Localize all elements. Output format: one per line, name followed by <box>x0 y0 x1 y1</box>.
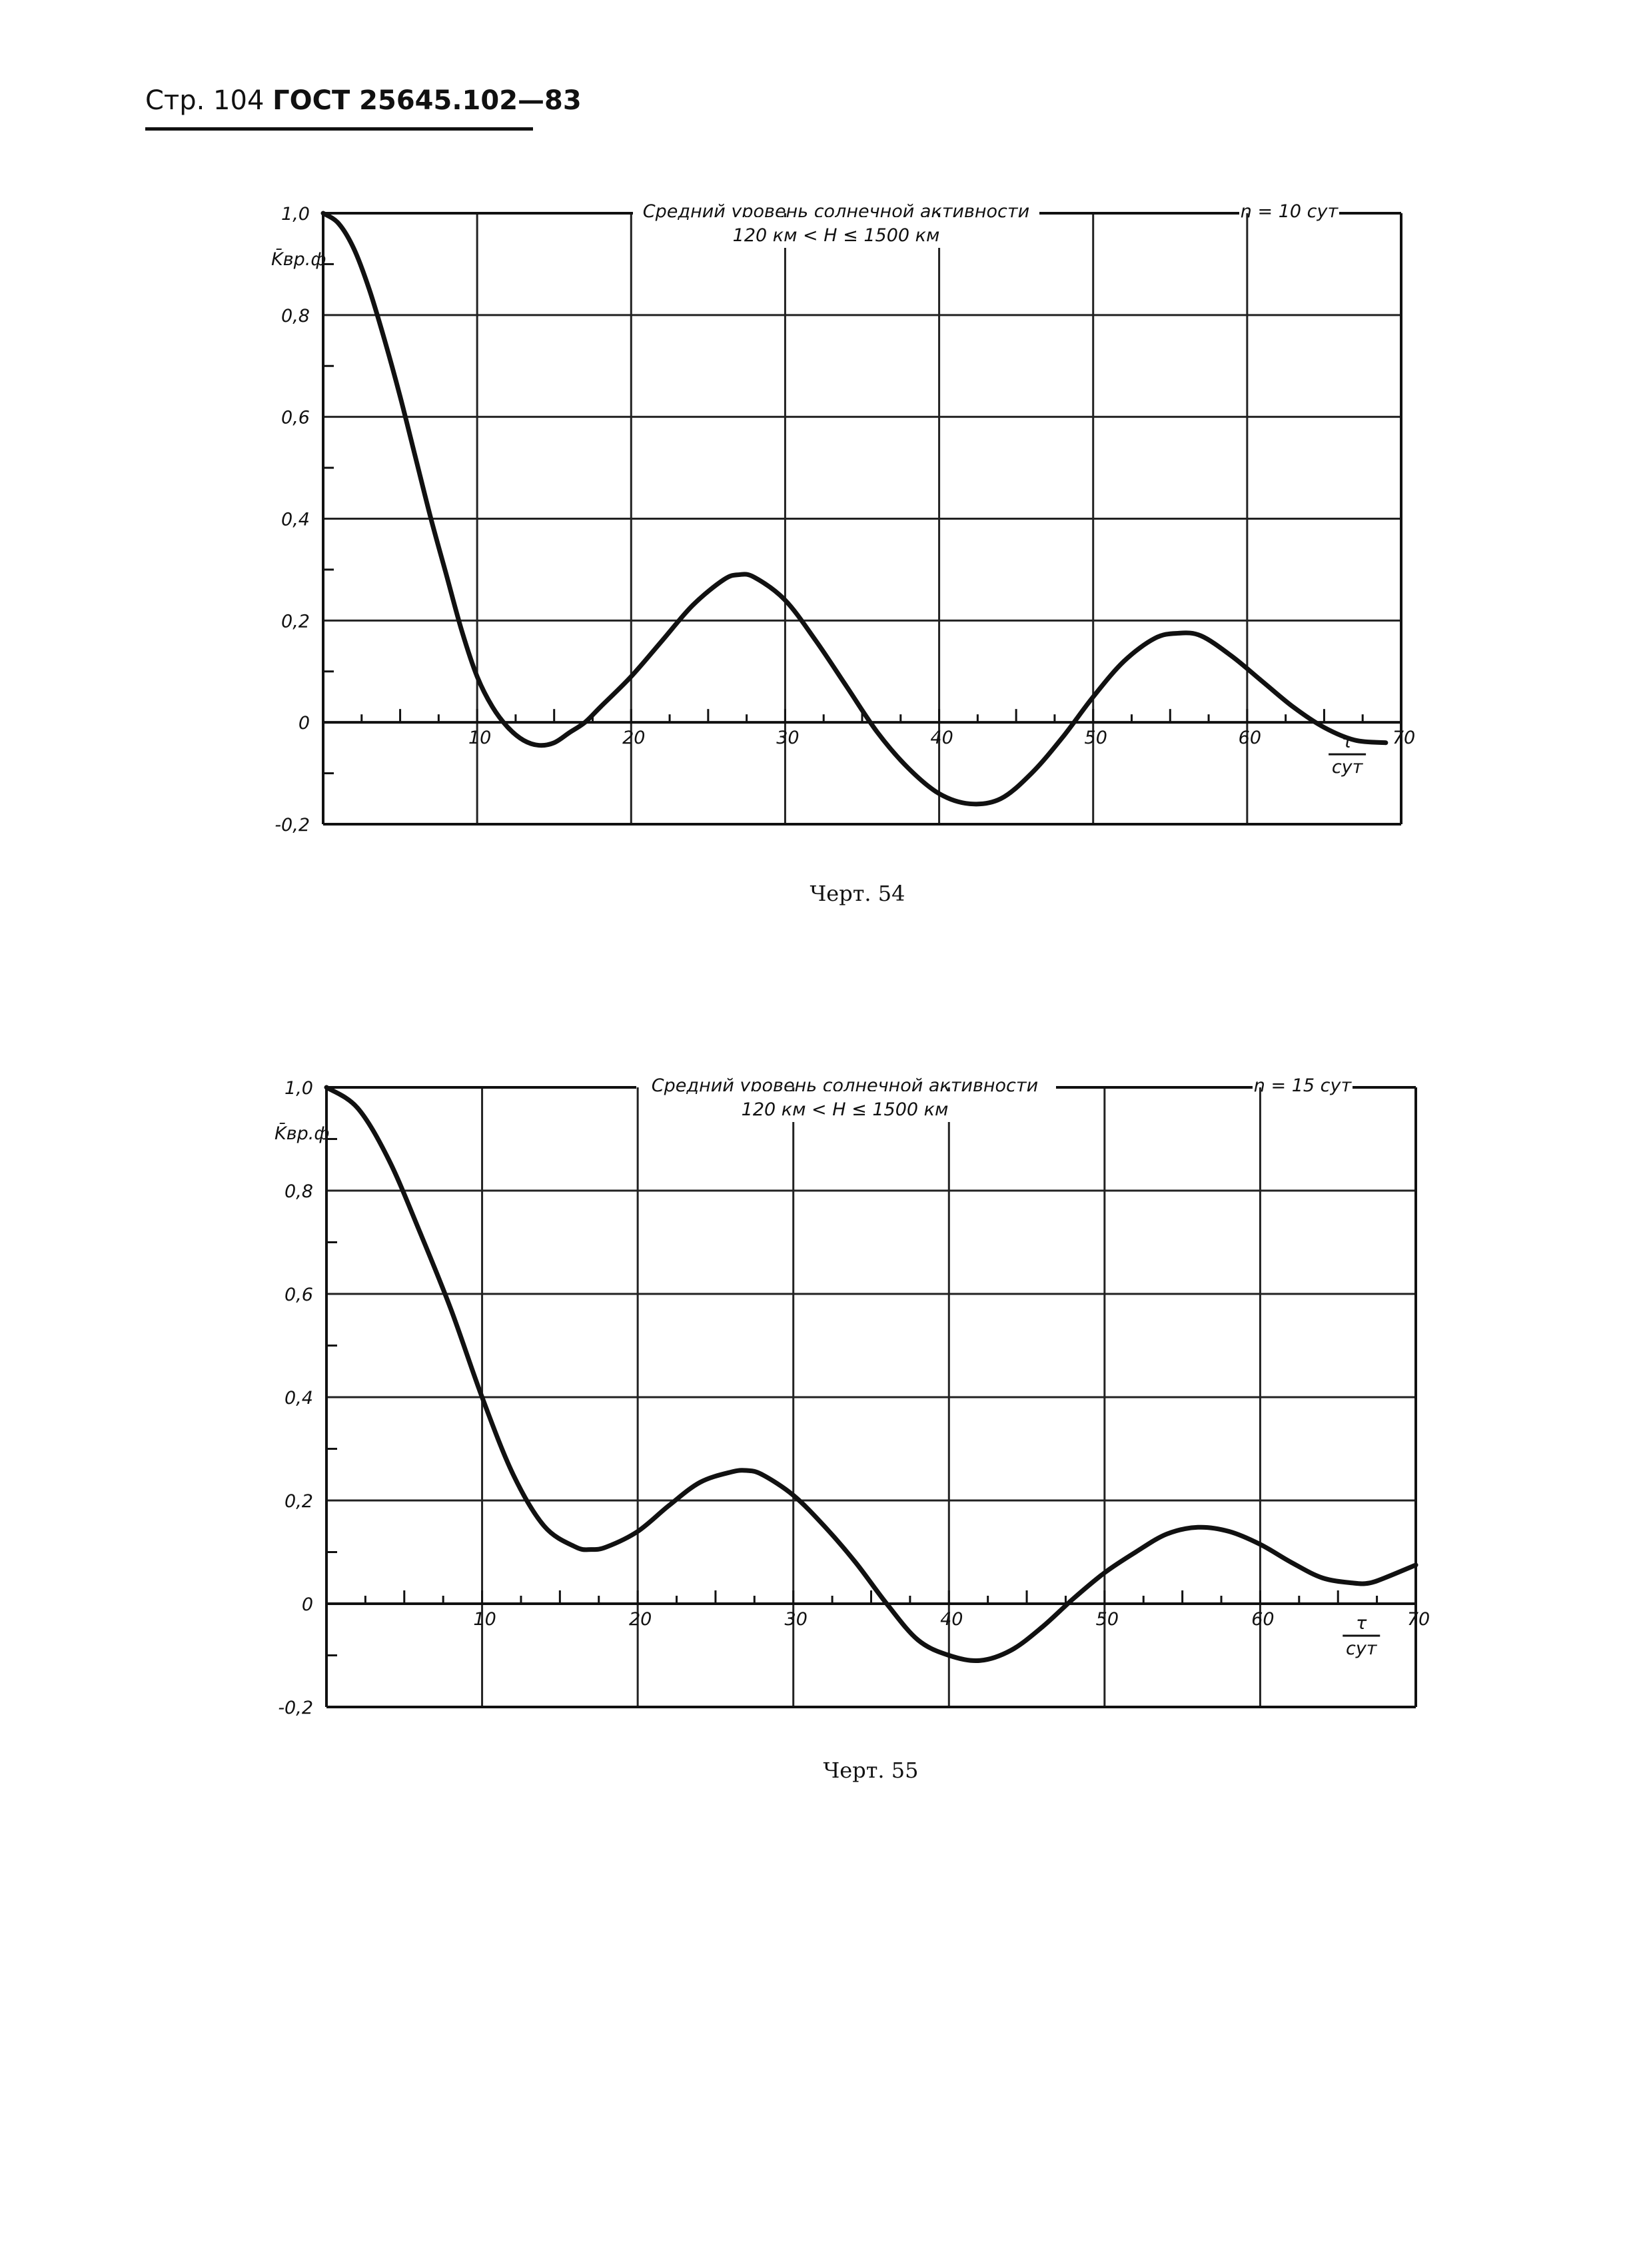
x-axis-label-denominator: сут <box>1346 1638 1378 1659</box>
y-tick-label: 0,4 <box>284 1388 313 1409</box>
page-header: Стр. 104 ГОСТ 25645.102—83 <box>145 85 582 116</box>
y-tick-label: 1,0 <box>284 1078 313 1099</box>
y-tick-label: 0,8 <box>284 1181 313 1202</box>
x-tick-label: 50 <box>1085 728 1107 748</box>
series-line <box>324 1085 1418 1663</box>
subtitle-backdrop <box>723 1091 966 1122</box>
page-number-label: Стр. 104 <box>145 85 265 116</box>
y-tick-label: 0 <box>298 713 310 734</box>
y-tick-label: 0,6 <box>284 1285 313 1305</box>
x-tick-label: 40 <box>930 728 953 748</box>
y-axis-label: K̄вр.ф <box>271 249 326 270</box>
x-axis-label-numerator: τ <box>1356 1613 1367 1634</box>
y-tick-label: 0,8 <box>281 306 310 326</box>
y-tick-label: 0,4 <box>281 510 310 530</box>
x-axis-label-denominator: сут <box>1332 757 1364 778</box>
chart-55: 1,0 0,8 0,6 0,4 0,2 0 -0,2 10 20 30 40 50 60 70 τ сут K̄… <box>275 1075 1430 1718</box>
x-tick-label: 60 <box>1251 1609 1274 1630</box>
x-tick-label: 40 <box>940 1609 963 1630</box>
y-tick-label: 0,2 <box>284 1491 313 1512</box>
series-line <box>320 211 1388 807</box>
chart-54: 1,00,80,60,40,20-0,210 20 30 40 50 60 70τсутK̄… <box>271 201 1415 836</box>
chart-note: n = 10 сут <box>1241 201 1339 222</box>
x-tick-label: 20 <box>622 728 645 748</box>
x-tick-label: 10 <box>468 728 491 748</box>
chart-subtitle: 120 км < H ≤ 1500 км <box>733 225 940 246</box>
y-tick-label: 0,2 <box>281 611 310 632</box>
chart-54-caption: Черт. 54 <box>810 881 905 906</box>
x-tick-label: 70 <box>1392 728 1415 748</box>
chart-subtitle: 120 км < H ≤ 1500 км <box>742 1099 949 1120</box>
y-tick-label: -0,2 <box>278 1698 313 1718</box>
y-tick-label: 0,6 <box>281 408 310 428</box>
x-tick-label: 50 <box>1096 1609 1119 1630</box>
x-tick-label: 70 <box>1407 1609 1430 1630</box>
x-tick-label: 20 <box>629 1609 652 1630</box>
chart-note: n = 15 сут <box>1254 1075 1353 1096</box>
x-tick-label: 10 <box>473 1609 496 1630</box>
x-tick-label: 30 <box>776 728 799 748</box>
y-tick-label: -0,2 <box>275 815 310 836</box>
x-tick-label: 30 <box>785 1609 808 1630</box>
header-rule <box>145 127 533 131</box>
x-tick-label: 60 <box>1239 728 1261 748</box>
y-tick-label: 0 <box>302 1594 313 1615</box>
chart-55-caption: Черт. 55 <box>823 1758 919 1783</box>
y-tick-label: 1,0 <box>281 204 310 225</box>
subtitle-backdrop <box>713 217 959 248</box>
y-axis-label: K̄вр.ф <box>275 1123 329 1144</box>
standard-designation: ГОСТ 25645.102—83 <box>273 85 582 116</box>
